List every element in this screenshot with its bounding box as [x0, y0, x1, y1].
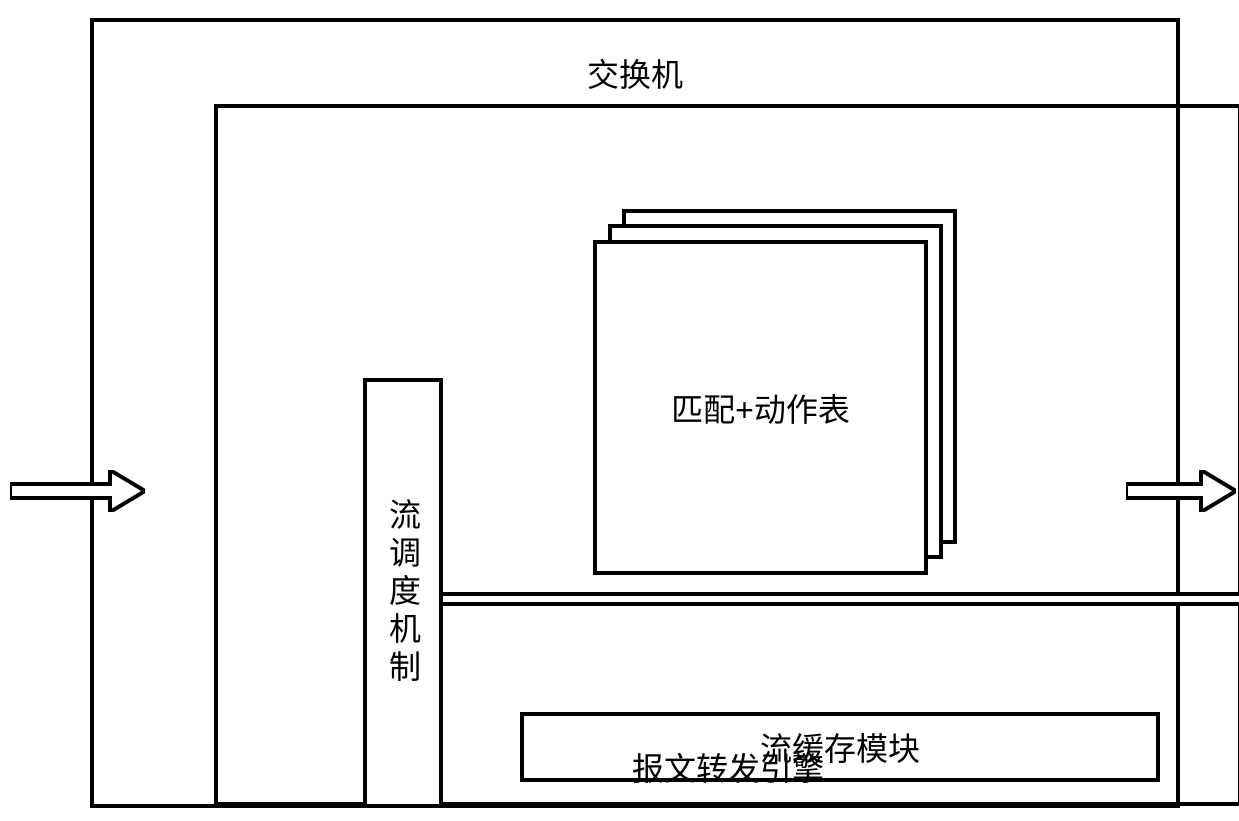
- switch-container: 交换机 匹配+动作表 流调度机制 输出队列 流缓存模块 报文转发引擎: [90, 18, 1180, 808]
- flow-scheduler-box: 流调度机制: [363, 378, 443, 808]
- flow-cache-box: 流缓存模块: [520, 712, 1160, 782]
- switch-title: 交换机: [587, 50, 683, 96]
- inner-flow-line: [443, 592, 1239, 606]
- engine-container: 匹配+动作表 流调度机制 输出队列 流缓存模块 报文转发引擎: [214, 104, 1239, 806]
- output-arrow-icon: [1126, 470, 1236, 512]
- flow-scheduler-label: 流调度机制: [380, 498, 426, 688]
- input-arrow-icon: [10, 470, 145, 512]
- engine-title: 报文转发引擎: [632, 744, 824, 790]
- match-action-page-front: 匹配+动作表: [593, 240, 928, 575]
- match-action-label: 匹配+动作表: [671, 385, 850, 431]
